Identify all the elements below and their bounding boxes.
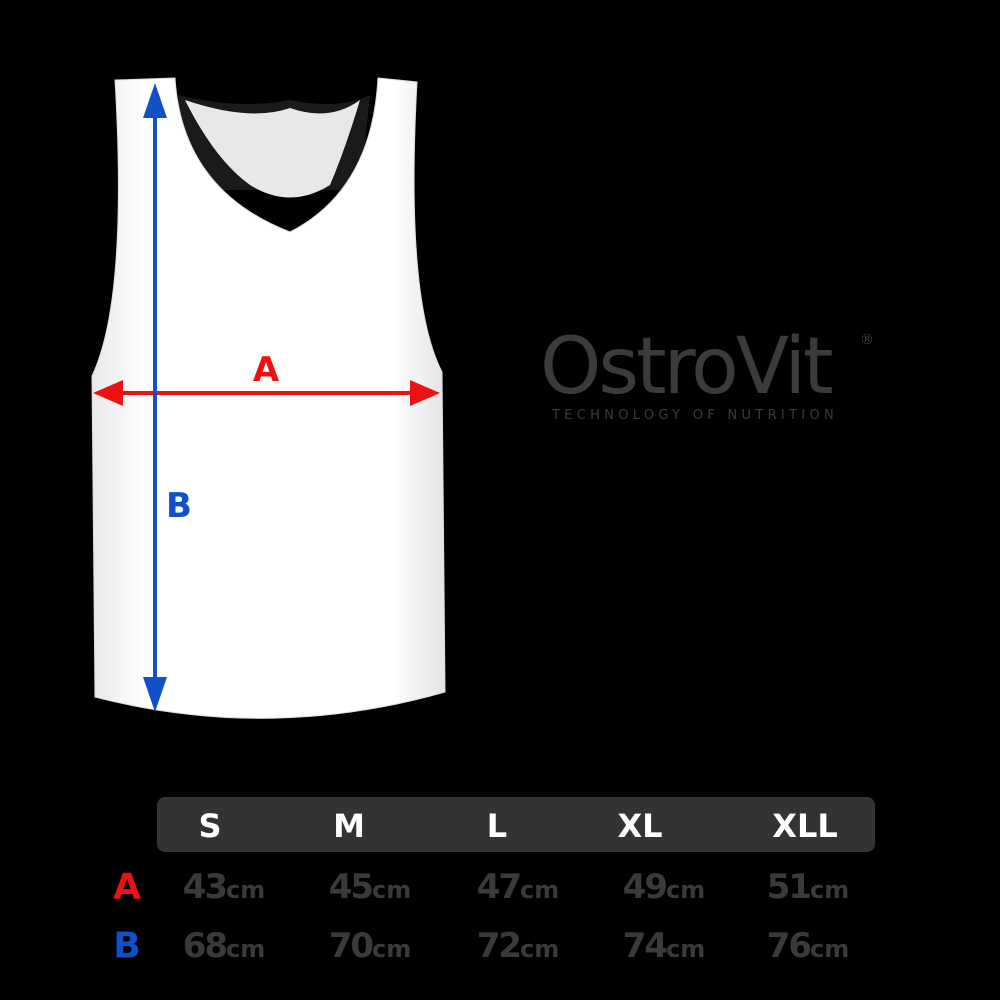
measurement-cell: 45cm	[329, 867, 412, 907]
measurement-cell: 49cm	[623, 867, 706, 907]
measurement-unit: cm	[520, 876, 560, 904]
measurement-value: 43	[182, 867, 228, 907]
measurement-unit: cm	[810, 876, 850, 904]
measurement-unit: cm	[372, 935, 412, 963]
size-header: XLL	[772, 807, 838, 845]
size-header: S	[198, 807, 222, 845]
measure-b-label: B	[166, 486, 192, 526]
measurement-cell: 76cm	[767, 926, 850, 966]
measurement-value: 47	[476, 867, 522, 907]
measurement-value: 70	[328, 926, 374, 966]
measurement-unit: cm	[226, 876, 266, 904]
size-header: M	[333, 807, 365, 845]
measurement-cell: 70cm	[329, 926, 412, 966]
measurement-cell: 72cm	[477, 926, 560, 966]
measure-b-arrow	[143, 83, 167, 712]
measurement-value: 51	[766, 867, 812, 907]
measurement-cell: 51cm	[767, 867, 850, 907]
measurement-value: 74	[622, 926, 668, 966]
measurement-value: 49	[622, 867, 668, 907]
measurement-value: 76	[766, 926, 812, 966]
registered-mark: ®	[860, 332, 874, 348]
logo-tagline: TECHNOLOGY OF NUTRITION	[552, 408, 838, 423]
measurement-cell: 47cm	[477, 867, 560, 907]
racerback-panel	[185, 100, 360, 198]
measurement-unit: cm	[810, 935, 850, 963]
measurement-cell: 74cm	[623, 926, 706, 966]
measurement-unit: cm	[226, 935, 266, 963]
measure-a-arrow	[93, 380, 440, 406]
measurement-unit: cm	[666, 876, 706, 904]
measurement-cell: 43cm	[183, 867, 266, 907]
size-header: XL	[617, 807, 663, 845]
brand-logo: OstroVit ® TECHNOLOGY OF NUTRITION	[540, 322, 874, 423]
tank-top-body	[91, 77, 446, 719]
measurement-unit: cm	[520, 935, 560, 963]
row-label-b: B	[113, 925, 141, 967]
measurement-value: 45	[328, 867, 374, 907]
measurement-cell: 68cm	[183, 926, 266, 966]
row-label-a: A	[113, 866, 141, 908]
measure-a-label: A	[252, 350, 280, 390]
measurement-unit: cm	[372, 876, 412, 904]
size-header: L	[486, 807, 508, 845]
measurement-unit: cm	[666, 935, 706, 963]
measurement-value: 72	[476, 926, 522, 966]
logo-name: OstroVit	[540, 322, 834, 412]
size-header-bar	[157, 797, 875, 852]
measurement-value: 68	[182, 926, 228, 966]
